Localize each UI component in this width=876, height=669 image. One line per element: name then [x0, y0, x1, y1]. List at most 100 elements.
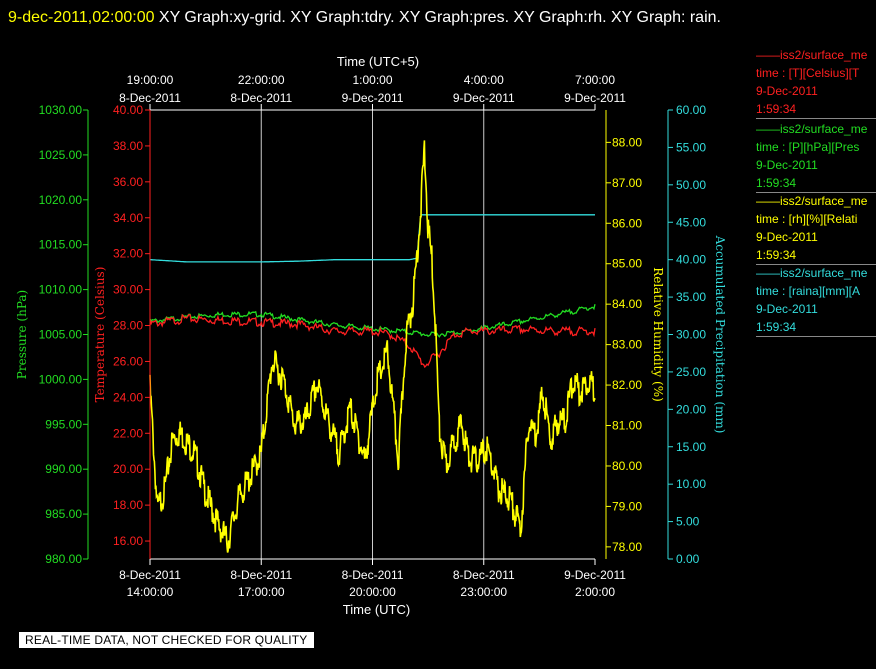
- legend-series-field: time : [T][Celsius][T: [756, 66, 860, 80]
- y-tick-label-pressure: 1025.00: [39, 148, 83, 162]
- y-tick-label-rh: 87.00: [612, 176, 642, 190]
- y-tick-label-pressure: 995.00: [45, 417, 82, 431]
- y-tick-label-temperature: 36.00: [113, 175, 143, 189]
- axes: 8-Dec-2011 14:00:00 8-Dec-2011 17:00:00 8-De…: [15, 54, 727, 617]
- legend-series-field: time : [P][hPa][Pres: [756, 140, 860, 154]
- y-axis-title-pressure: Pressure (hPa): [15, 290, 29, 379]
- y-axis-title-temperature: Temperature (Celsius): [93, 267, 107, 403]
- y-tick-label-rh: 83.00: [612, 338, 642, 352]
- y-tick-label-temperature: 26.00: [113, 354, 143, 368]
- y-tick-label-pressure: 1010.00: [39, 283, 83, 297]
- legend-entry-humidity: ——iss2/surface_me time : [rh][%][Relati …: [756, 192, 876, 265]
- x-axis-title-top: Time (UTC+5): [337, 54, 419, 69]
- graph-title: 9-dec-2011,02:00:00 XY Graph:xy-grid. XY…: [8, 2, 868, 33]
- legend-series-time: 1:59:34: [756, 320, 797, 334]
- y-tick-label-temperature: 32.00: [113, 247, 143, 261]
- y-tick-label-rh: 78.00: [612, 540, 642, 554]
- y-tick-label-temperature: 24.00: [113, 390, 143, 404]
- series-layer: [149, 140, 596, 553]
- x-top-tick-label-date: 8-Dec-2011: [119, 91, 181, 105]
- y-tick-label-rh: 79.00: [612, 499, 642, 513]
- y-tick-label-temperature: 28.00: [113, 319, 143, 333]
- x-top-tick-label-date: 9-Dec-2011: [453, 91, 515, 105]
- y-tick-label-temperature: 38.00: [113, 139, 143, 153]
- y-tick-label-pressure: 1020.00: [39, 193, 83, 207]
- y-tick-label-temperature: 20.00: [113, 462, 143, 476]
- x-top-tick-label-time: 1:00:00: [352, 73, 392, 87]
- y-tick-label-rh: 85.00: [612, 257, 642, 271]
- x-tick-label-date: 8-Dec-2011: [119, 568, 181, 582]
- x-top-tick-label-time: 19:00:00: [127, 73, 174, 87]
- x-top-tick-label-time: 22:00:00: [238, 73, 285, 87]
- y-tick-label-rh: 86.00: [612, 216, 642, 230]
- y-tick-label-temperature: 40.00: [113, 103, 143, 117]
- legend-entry-precipitation: ——iss2/surface_me time : [raina][mm][A 9…: [756, 264, 876, 337]
- y-tick-label-rh: 88.00: [612, 135, 642, 149]
- legend-series-field: time : [rh][%][Relati: [756, 212, 858, 226]
- y-tick-label-rain: 20.00: [676, 402, 706, 416]
- x-axis-title-bottom: Time (UTC): [343, 602, 410, 617]
- legend-series-date: 9-Dec-2011: [756, 84, 818, 98]
- y-tick-label-rain: 35.00: [676, 290, 706, 304]
- legend-series-name: ——iss2/surface_me: [756, 122, 868, 136]
- y-tick-label-temperature: 34.00: [113, 211, 143, 225]
- y-tick-label-rh: 81.00: [612, 419, 642, 433]
- x-tick-label-date: 9-Dec-2011: [564, 568, 626, 582]
- x-tick-label-time: 17:00:00: [238, 585, 285, 599]
- legend-entry-pressure: ——iss2/surface_me time : [P][hPa][Pres 9…: [756, 120, 876, 193]
- x-tick-label-time: 2:00:00: [575, 585, 615, 599]
- series-line-rh: [149, 140, 596, 553]
- series-line-rain: [150, 214, 595, 263]
- x-tick-label-time: 20:00:00: [349, 585, 396, 599]
- series-line-pressure: [149, 304, 596, 338]
- legend-series-date: 9-Dec-2011: [756, 230, 818, 244]
- y-tick-label-rain: 40.00: [676, 253, 706, 267]
- y-tick-label-rain: 30.00: [676, 328, 706, 342]
- y-tick-label-pressure: 1015.00: [39, 238, 83, 252]
- x-tick-label-time: 23:00:00: [460, 585, 507, 599]
- y-tick-label-rain: 5.00: [676, 515, 700, 529]
- y-tick-label-temperature: 30.00: [113, 283, 143, 297]
- legend-line-marker: ——: [756, 266, 780, 280]
- y-tick-label-rain: 25.00: [676, 365, 706, 379]
- series-line-temperature: [149, 313, 596, 369]
- y-tick-label-rh: 80.00: [612, 459, 642, 473]
- y-tick-label-pressure: 980.00: [45, 552, 82, 566]
- y-tick-label-rain: 10.00: [676, 477, 706, 491]
- legend-series-field: time : [raina][mm][A: [756, 284, 861, 298]
- x-tick-label-date: 8-Dec-2011: [453, 568, 515, 582]
- x-top-tick-label-time: 4:00:00: [464, 73, 504, 87]
- legend-series-time: 1:59:34: [756, 176, 797, 190]
- x-top-tick-label-date: 8-Dec-2011: [230, 91, 292, 105]
- x-top-tick-label-date: 9-Dec-2011: [564, 91, 626, 105]
- y-tick-label-temperature: 22.00: [113, 426, 143, 440]
- y-tick-label-rain: 55.00: [676, 140, 706, 154]
- legend-series-time: 1:59:34: [756, 248, 797, 262]
- y-tick-label-rain: 15.00: [676, 440, 706, 454]
- legend-series-name: ——iss2/surface_me: [756, 266, 868, 280]
- y-axis-title-rh: Relative Humidity (%): [651, 267, 665, 402]
- y-tick-label-pressure: 990.00: [45, 462, 82, 476]
- x-tick-label-date: 8-Dec-2011: [342, 568, 404, 582]
- y-tick-label-rain: 50.00: [676, 178, 706, 192]
- legend-line-marker: ——: [756, 194, 780, 208]
- legend-entry-temperature: ——iss2/surface_me time : [T][Celsius][T …: [756, 46, 876, 119]
- x-top-tick-label-date: 9-Dec-2011: [342, 91, 404, 105]
- legend-series-date: 9-Dec-2011: [756, 302, 818, 316]
- y-tick-label-pressure: 1030.00: [39, 103, 83, 117]
- y-tick-label-rh: 82.00: [612, 378, 642, 392]
- y-tick-label-temperature: 16.00: [113, 534, 143, 548]
- y-tick-label-rain: 45.00: [676, 215, 706, 229]
- legend-series-name: ——iss2/surface_me: [756, 48, 868, 62]
- y-tick-label-rain: 0.00: [676, 552, 700, 566]
- y-tick-label-pressure: 1000.00: [39, 372, 83, 386]
- quality-disclaimer: REAL-TIME DATA, NOT CHECKED FOR QUALITY: [19, 632, 314, 648]
- title-graph-list: XY Graph:xy-grid. XY Graph:tdry. XY Grap…: [154, 9, 721, 26]
- legend-series-date: 9-Dec-2011: [756, 158, 818, 172]
- x-top-tick-label-time: 7:00:00: [575, 73, 615, 87]
- legend-line-marker: ——: [756, 122, 780, 136]
- y-axis-title-rain: Accumulated Precipitation (mm): [713, 235, 727, 434]
- legend-line-marker: ——: [756, 48, 780, 62]
- y-tick-label-rain: 60.00: [676, 103, 706, 117]
